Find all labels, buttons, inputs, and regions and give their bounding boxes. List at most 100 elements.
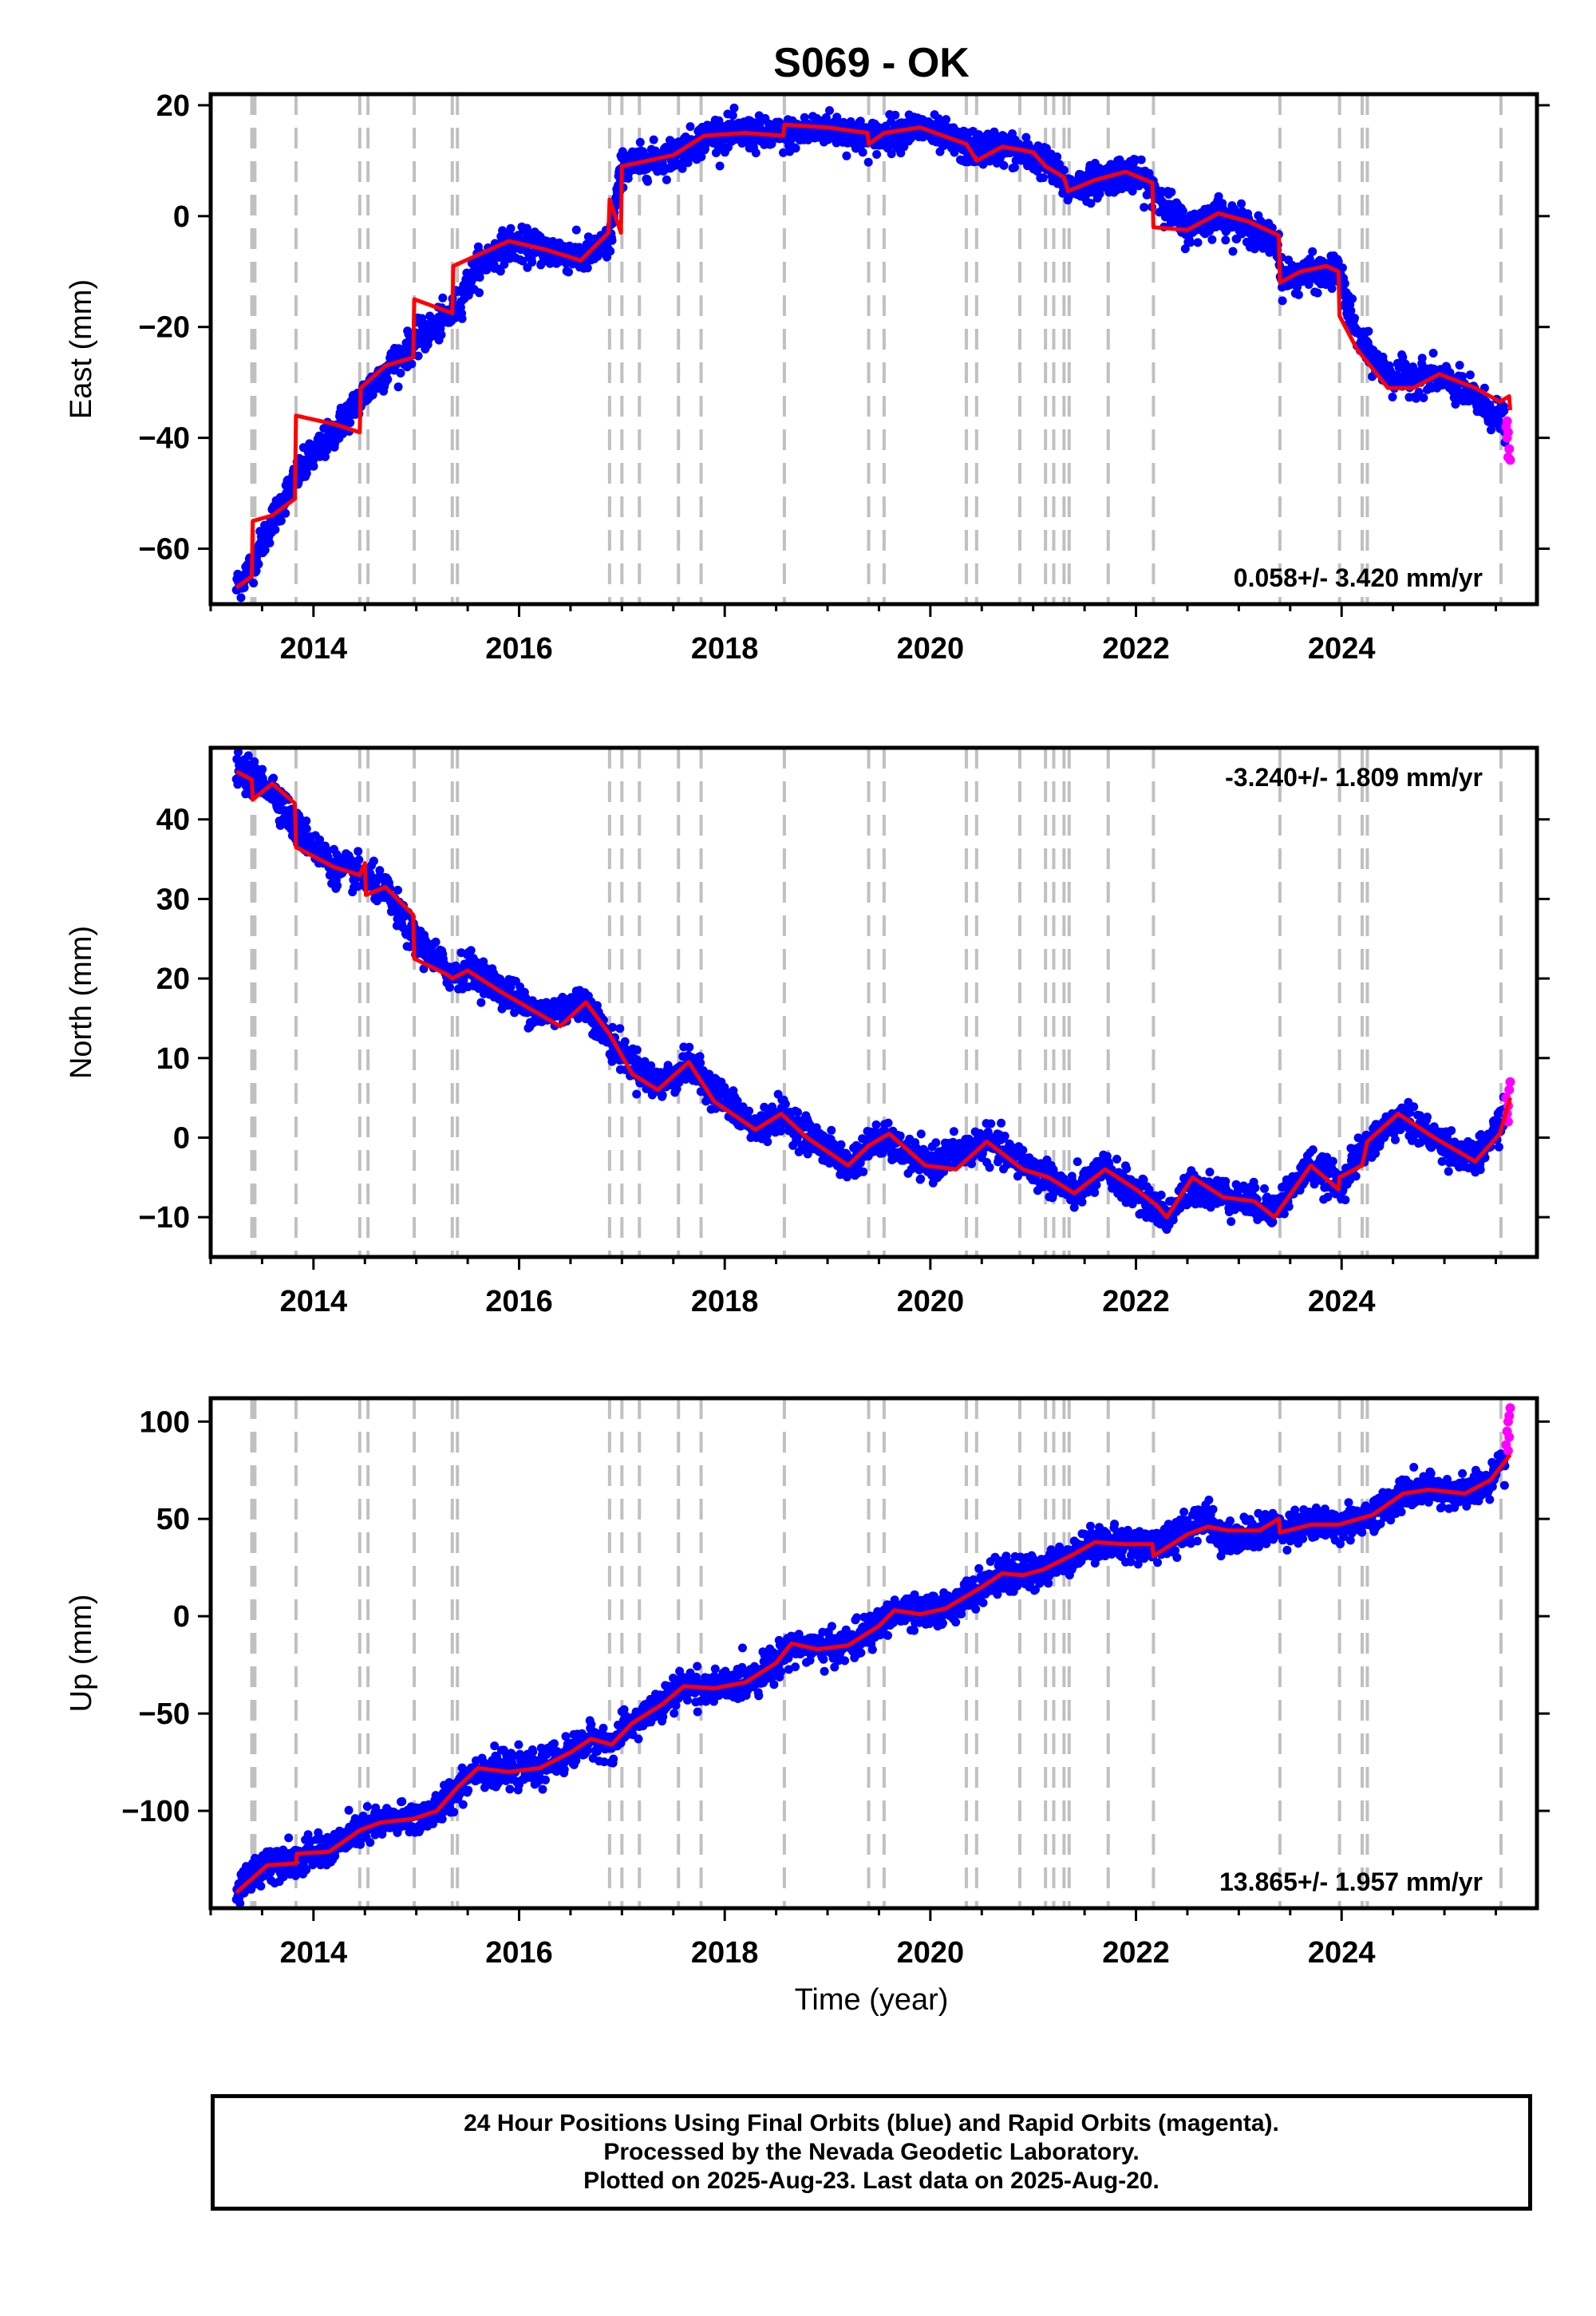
final-orbit-point [1156,1190,1166,1199]
final-orbit-point [745,1106,754,1116]
final-orbit-point [500,259,509,269]
final-orbit-point [506,223,516,233]
final-orbit-point [1350,314,1359,323]
final-orbit-point [1221,235,1231,245]
final-orbit-point [662,175,671,184]
final-orbit-point [1077,1197,1087,1207]
final-orbit-point [649,135,658,144]
final-orbit-point [1340,279,1349,288]
final-orbit-point [696,1058,705,1068]
model-fit-line [235,122,1512,590]
final-orbit-points [231,103,1510,603]
final-orbit-point [871,1120,881,1129]
final-orbit-point [281,508,290,518]
final-orbit-point [618,147,627,156]
final-orbit-point [321,452,330,461]
final-orbit-point [1364,326,1373,336]
final-orbit-point [763,1137,772,1147]
final-orbit-point [997,1118,1006,1128]
final-orbit-point [413,351,423,361]
final-orbit-point [1140,203,1149,212]
final-orbit-point [383,375,393,384]
final-orbit-point [269,773,279,783]
final-orbit-point [632,1045,642,1054]
final-orbit-point [236,593,246,603]
final-orbit-point [791,144,800,153]
final-orbit-point [1193,238,1203,247]
final-orbit-point [564,267,573,277]
final-orbit-point [437,330,446,339]
final-orbit-point [1294,290,1303,299]
final-orbit-point [729,103,739,113]
final-orbit-point [606,247,615,256]
final-orbit-point [872,150,882,159]
final-orbit-point [271,525,280,535]
final-orbit-point [302,468,311,478]
final-orbit-point [258,765,267,774]
final-orbit-point [658,1090,667,1100]
final-orbit-point [1499,406,1509,416]
final-orbit-point [369,856,378,866]
final-orbit-point [607,235,617,245]
final-orbit-point [685,1042,694,1052]
final-orbit-point [1090,1188,1100,1197]
final-orbit-point [1000,1132,1009,1140]
final-orbit-point [1018,1145,1028,1155]
rapid-orbit-point [1503,452,1513,462]
final-orbit-point [1455,361,1464,370]
final-orbit-point [393,382,403,392]
final-orbit-point [842,151,851,160]
final-orbit-point [635,137,645,147]
chart-title: S069 - OK [773,40,970,86]
final-orbit-point [583,263,592,273]
final-orbit-point [827,1125,836,1135]
final-orbit-point [751,148,760,158]
final-orbit-point [249,579,259,588]
final-orbit-point [986,1119,996,1128]
final-orbit-point [931,1138,941,1148]
y-tick-label: −60 [139,533,190,567]
final-orbit-point [431,937,440,947]
final-orbit-point [1417,354,1427,363]
final-orbit-point [1348,294,1357,303]
final-orbit-point [496,267,505,276]
final-orbit-point [711,148,721,157]
final-orbit-point [1428,349,1438,358]
final-orbit-point [333,881,342,891]
final-orbit-point [883,1118,893,1128]
final-orbit-point [999,160,1009,170]
final-orbit-point [615,1024,625,1034]
final-orbit-point [863,157,873,167]
y-axis-title: East (mm) [65,279,98,419]
final-orbit-point [346,418,355,428]
y-tick-label: 20 [156,89,190,123]
final-orbit-point [683,158,693,168]
final-orbit-point [697,152,706,161]
final-orbit-point [949,1127,958,1136]
final-orbit-point [891,110,900,120]
final-orbit-point [1168,1215,1178,1225]
final-orbit-point [396,369,405,377]
rapid-orbit-point [1504,444,1515,454]
final-orbit-point [527,258,537,267]
final-orbit-point [1167,188,1176,197]
final-orbit-point [916,1129,926,1139]
final-orbit-point [407,359,417,369]
final-orbit-point [1419,393,1428,402]
final-orbit-point [309,461,318,471]
final-orbit-point [466,946,476,955]
rapid-orbit-point [1503,427,1513,437]
final-orbit-point [1112,1154,1121,1164]
final-orbit-point [1053,152,1062,161]
final-orbit-point [354,855,364,864]
final-orbit-point [859,1167,868,1176]
y-tick-label: 0 [173,200,190,234]
final-orbit-point [825,106,834,115]
final-orbit-points [231,748,1510,1234]
final-orbit-point [942,115,951,124]
final-orbit-point [728,111,737,121]
x-tick-label: 2016 [485,632,553,666]
final-orbit-point [620,1037,630,1046]
final-orbit-point [1205,1168,1215,1177]
final-orbit-point [302,816,311,826]
